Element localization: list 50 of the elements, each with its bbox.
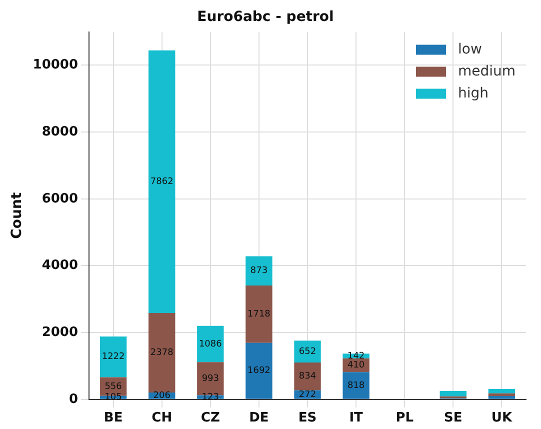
x-tick-label: DE [249, 410, 269, 426]
data-label: 556 [104, 382, 122, 392]
x-tick-label: CH [152, 410, 172, 426]
y-tick-label: 4000 [42, 258, 78, 274]
x-tick-label: SE [444, 410, 462, 426]
y-axis-title: Count [9, 192, 26, 239]
x-tick-label: UK [491, 410, 513, 426]
data-label: 206 [153, 391, 171, 402]
data-label: 834 [298, 372, 316, 382]
bar [488, 389, 516, 394]
chart-title: Euro6abc - petrol [197, 9, 334, 26]
data-label: 1086 [198, 339, 222, 350]
legend-label: high [458, 85, 489, 102]
x-tick-label: PL [396, 410, 414, 426]
data-label: 1692 [248, 366, 270, 376]
x-tick-label: IT [349, 410, 364, 426]
bar [197, 326, 224, 362]
legend-label: medium [458, 63, 516, 80]
data-label: 2378 [150, 348, 174, 358]
data-label: 652 [298, 346, 316, 357]
bar [246, 285, 272, 343]
x-tick-label: BE [104, 410, 123, 426]
x-tick-label: ES [298, 410, 317, 426]
data-label: 142 [347, 351, 365, 362]
bar [148, 50, 176, 314]
data-label: 993 [202, 374, 219, 384]
bar [246, 256, 272, 286]
bar [488, 393, 516, 396]
bar [100, 336, 127, 378]
y-tick-label: 2000 [42, 324, 78, 340]
bar [148, 313, 176, 393]
data-label: 410 [347, 360, 365, 371]
y-tick-label: 8000 [42, 124, 78, 140]
data-label: 818 [347, 380, 365, 391]
bar [440, 391, 467, 396]
y-tick-label: 10000 [32, 58, 78, 73]
x-tick-label: CZ [200, 410, 220, 426]
data-label: 873 [250, 266, 268, 276]
legend-label: low [458, 41, 482, 58]
data-label: 1222 [102, 352, 125, 362]
bar [342, 372, 370, 399]
data-label: 1718 [248, 309, 271, 320]
bar [246, 342, 272, 399]
bar [488, 396, 516, 399]
y-tick-label: 0 [68, 392, 78, 407]
y-tick-label: 6000 [42, 191, 78, 206]
data-label: 272 [298, 390, 316, 400]
data-label: 7862 [150, 177, 174, 188]
bar [294, 362, 321, 390]
bar [294, 340, 321, 362]
